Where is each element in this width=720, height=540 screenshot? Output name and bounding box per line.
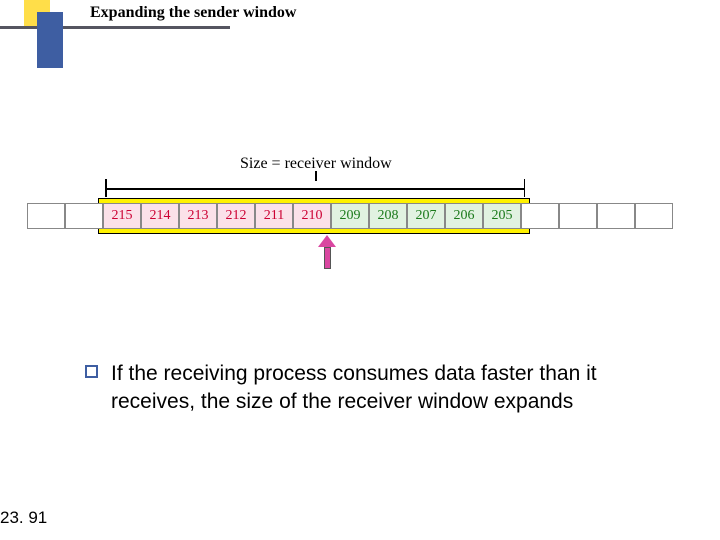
seq-cell: 214 [141,203,179,229]
page-number: 23. 91 [0,508,47,528]
seq-cell: 215 [103,203,141,229]
header-underline [0,26,230,29]
dimension-bracket [105,179,525,197]
pointer-arrow-icon [318,235,336,269]
seq-cell: 213 [179,203,217,229]
empty-cell [559,203,597,229]
seq-cell: 207 [407,203,445,229]
empty-cell [27,203,65,229]
seq-cell: 209 [331,203,369,229]
seq-cell: 210 [293,203,331,229]
header-blue-block [37,12,63,68]
empty-cell [65,203,103,229]
seq-cell: 205 [483,203,521,229]
seq-cell: 211 [255,203,293,229]
seq-cell: 206 [445,203,483,229]
seq-cell: 208 [369,203,407,229]
bullet-square-icon [85,365,98,378]
slide-header: Expanding the sender window [0,0,720,70]
empty-cell [521,203,559,229]
seq-cell: 212 [217,203,255,229]
empty-cell [635,203,673,229]
empty-cell [597,203,635,229]
slide-title: Expanding the sender window [90,4,296,22]
bullet-text: If the receiving process consumes data f… [111,360,660,417]
